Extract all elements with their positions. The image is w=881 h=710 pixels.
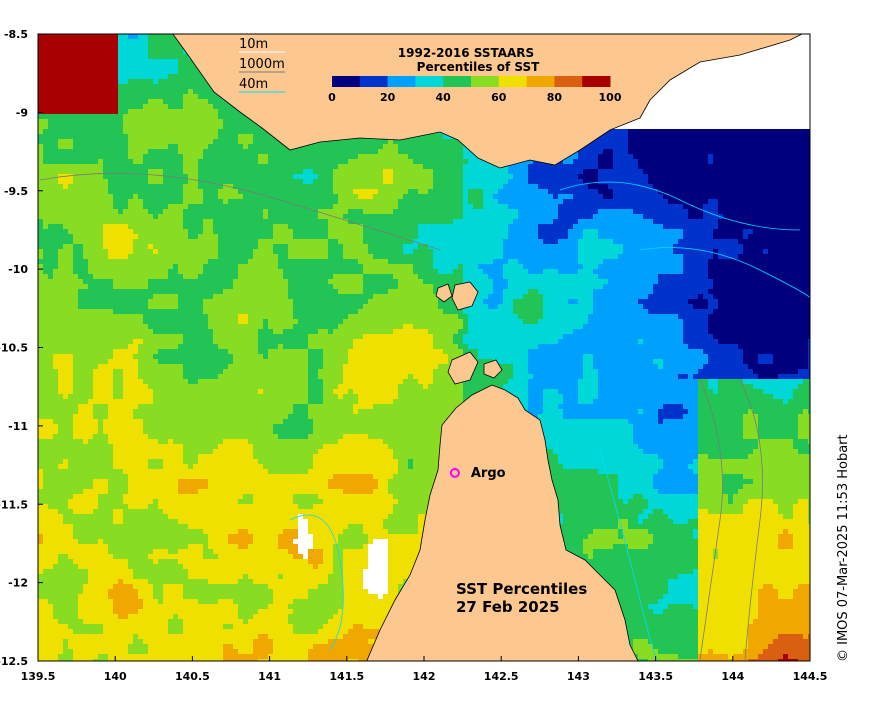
island <box>451 281 479 311</box>
new-guinea-land <box>172 34 803 169</box>
colorbar-tick-label: 80 <box>547 91 563 104</box>
lat-tick-label: -11 <box>8 420 28 433</box>
contour-40m <box>289 514 344 651</box>
annotation-title: SST Percentiles <box>456 580 587 598</box>
colorbar-tick-label: 60 <box>491 91 507 104</box>
colorbar-swatch <box>387 76 416 87</box>
lon-tick-label: 140 <box>104 670 127 683</box>
colorbar-swatch <box>498 76 528 87</box>
legend-title-line1: 1992-2016 SSTAARS <box>398 46 534 60</box>
lon-tick-label: 144.5 <box>793 670 828 683</box>
colorbar-swatch <box>554 76 583 87</box>
island <box>483 359 503 379</box>
colorbar-swatch <box>443 76 472 87</box>
lon-tick-label: 144 <box>721 670 744 683</box>
lon-tick-label: 141 <box>258 670 281 683</box>
island <box>435 283 453 303</box>
colorbar-tick-label: 20 <box>380 91 396 104</box>
contour-legend-label: 10m <box>239 37 268 52</box>
colorbar-swatch <box>471 76 500 87</box>
imos-credit: © IMOS 07-Mar-2025 11:53 Hobart <box>836 434 851 662</box>
colorbar-swatch <box>582 76 611 87</box>
lat-tick-label: -12 <box>8 577 28 590</box>
lat-tick-label: -10.5 <box>0 342 28 355</box>
cape-york-land <box>366 384 639 661</box>
contour-40m <box>639 247 810 300</box>
contour-1000m <box>39 172 441 251</box>
colorbar-tick-label: 100 <box>599 91 622 104</box>
axes: 139.5 140 140.5 141 141.5 142 142.5 143 143.5 144… <box>0 28 827 683</box>
lon-tick-label: 142.5 <box>484 670 519 683</box>
contour-40m <box>559 181 801 231</box>
colorbar-swatch <box>415 76 444 87</box>
lat-tick-label: -8.5 <box>4 28 28 41</box>
lat-tick-label: -9.5 <box>4 185 28 198</box>
colorbar-tick-label: 0 <box>328 91 336 104</box>
island <box>447 351 479 385</box>
argo-label: Argo <box>471 466 506 481</box>
contour-legend-label: 1000m <box>239 57 285 72</box>
colorbar-tick-label: 40 <box>436 91 452 104</box>
contour-1000m <box>739 379 763 661</box>
lat-tick-label: -10 <box>8 263 28 276</box>
colorbar-swatch <box>526 76 555 87</box>
legend-title-line2: Percentiles of SST <box>417 60 540 74</box>
lon-tick-label: 143 <box>567 670 590 683</box>
lon-tick-label: 140.5 <box>175 670 210 683</box>
lon-tick-label: 143.5 <box>638 670 673 683</box>
annotation-date: 27 Feb 2025 <box>456 598 560 616</box>
argo-marker[interactable] <box>449 467 460 478</box>
lon-tick-label: 141.5 <box>329 670 364 683</box>
lon-tick-label: 139.5 <box>21 670 56 683</box>
contour-legend-label: 40m <box>239 77 268 92</box>
lat-tick-label: -9 <box>16 106 28 119</box>
lat-tick-label: -11.5 <box>0 498 28 511</box>
contour-1000m <box>699 379 723 661</box>
lon-tick-label: 142 <box>413 670 436 683</box>
contour-legend: 10m 1000m 40m <box>239 37 285 93</box>
colorbar-swatch <box>359 76 389 87</box>
lat-tick-label: -12.5 <box>0 655 28 668</box>
colorbar-legend: 1992-2016 SSTAARS Percentiles of SST 0 20… <box>328 46 622 104</box>
colorbar-swatch <box>332 76 361 87</box>
contour-40m <box>599 449 661 661</box>
